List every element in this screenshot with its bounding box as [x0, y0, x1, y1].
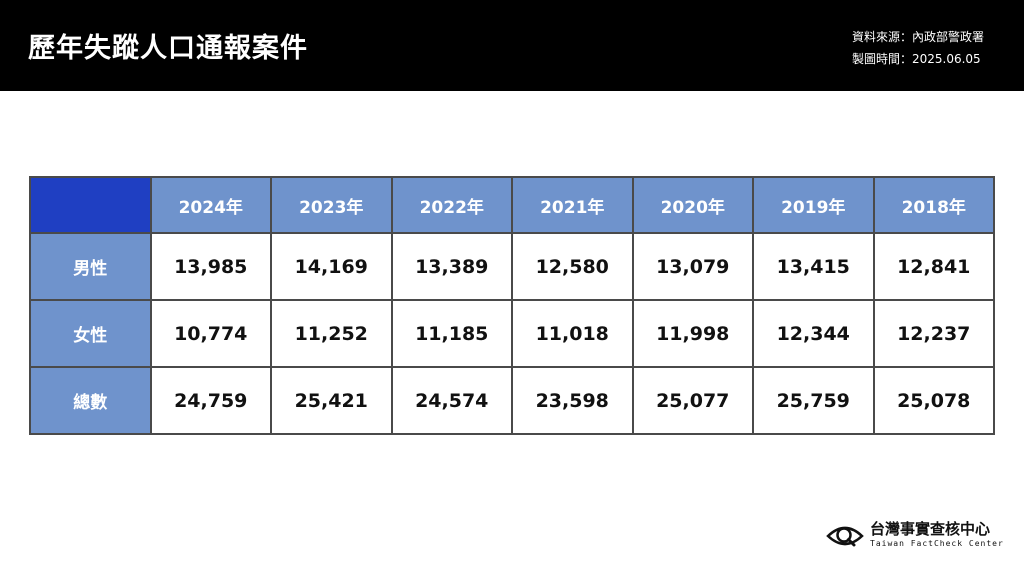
- table-cell: 13,079: [631, 232, 754, 301]
- row-header: 女性: [29, 299, 152, 368]
- table-row: 男性 13,985 14,169 13,389 12,580 13,079 13…: [29, 232, 995, 301]
- table-row: 總數 24,759 25,421 24,574 23,598 25,077 25…: [29, 366, 995, 435]
- source-text: 資料來源：內政部警政署: [851, 30, 984, 44]
- corner-cell: [29, 176, 152, 234]
- table-cell: 11,252: [270, 299, 393, 368]
- footer-logo: 台灣事實查核中心 Taiwan FactCheck Center: [826, 516, 1006, 556]
- header-row: 2024年 2023年 2022年 2021年 2020年 2019年 2018…: [29, 176, 995, 234]
- header-bar: 歷年失蹤人口通報案件 資料來源：內政部警政署 製圖時間：2025.06.05: [0, 0, 1024, 91]
- table-cell: 10,774: [149, 299, 272, 368]
- table-cell: 12,344: [752, 299, 875, 368]
- table-cell: 11,998: [631, 299, 754, 368]
- logo-name-cn: 台灣事實查核中心: [870, 520, 991, 538]
- table-cell: 13,389: [390, 232, 513, 301]
- table-cell: 12,237: [872, 299, 995, 368]
- table-cell: 11,185: [390, 299, 513, 368]
- column-header: 2019年: [752, 176, 875, 234]
- page-title: 歷年失蹤人口通報案件: [28, 33, 308, 64]
- table-cell: 13,985: [149, 232, 272, 301]
- table-cell: 25,421: [270, 366, 393, 435]
- table-cell: 11,018: [511, 299, 634, 368]
- column-header: 2021年: [511, 176, 634, 234]
- column-header: 2020年: [631, 176, 754, 234]
- table-cell: 14,169: [270, 232, 393, 301]
- table-cell: 25,078: [872, 366, 995, 435]
- column-header: 2022年: [390, 176, 513, 234]
- table-cell: 25,759: [752, 366, 875, 435]
- table-cell: 25,077: [631, 366, 754, 435]
- eye-magnifier-icon: [826, 526, 864, 547]
- column-header: 2023年: [270, 176, 393, 234]
- table-cell: 12,841: [872, 232, 995, 301]
- column-header: 2018年: [872, 176, 995, 234]
- table-cell: 12,580: [511, 232, 634, 301]
- table-cell: 23,598: [511, 366, 634, 435]
- table-row: 女性 10,774 11,252 11,185 11,018 11,998 12…: [29, 299, 995, 368]
- table-cell: 24,574: [390, 366, 513, 435]
- column-header: 2024年: [149, 176, 272, 234]
- row-header: 總數: [29, 366, 152, 435]
- table-cell: 24,759: [149, 366, 272, 435]
- logo-name-en: Taiwan FactCheck Center: [870, 539, 1004, 548]
- meta-info: 資料來源：內政部警政署 製圖時間：2025.06.05: [852, 26, 984, 70]
- row-header: 男性: [29, 232, 152, 301]
- date-text: 製圖時間：2025.06.05: [851, 52, 981, 66]
- table-cell: 13,415: [752, 232, 875, 301]
- data-table: 2024年 2023年 2022年 2021年 2020年 2019年 2018…: [29, 176, 995, 435]
